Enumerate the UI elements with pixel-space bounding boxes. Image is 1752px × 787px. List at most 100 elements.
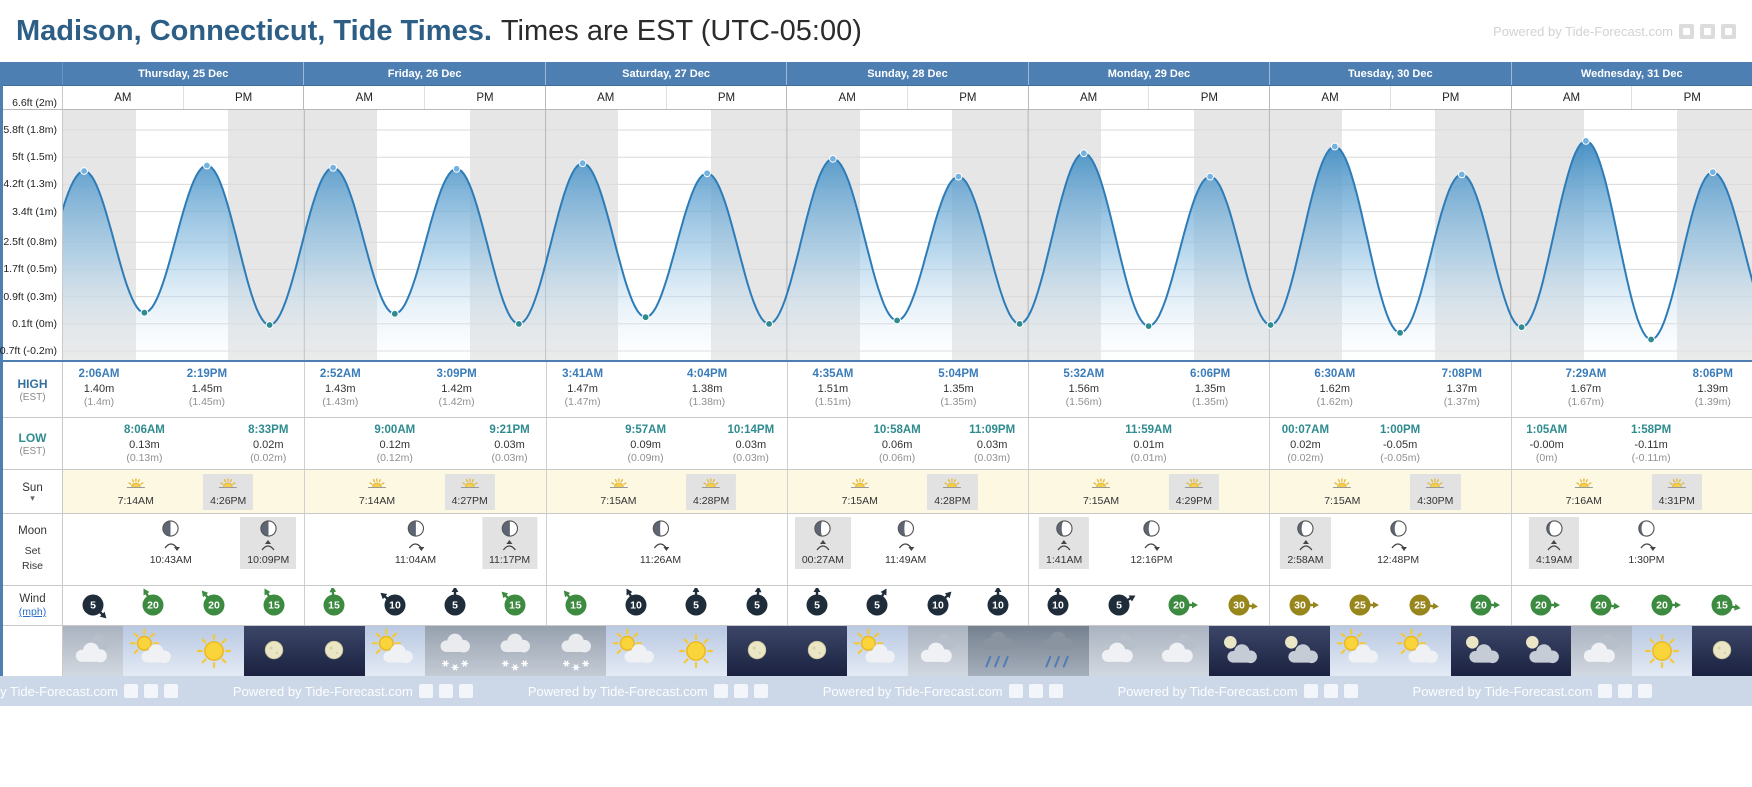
weather-tile-sun-cloud [605, 626, 667, 676]
share-icon[interactable] [733, 684, 748, 698]
high-tide-entry: 5:04PM 1.35m (1.35m) [938, 367, 978, 409]
share-icon[interactable] [1679, 23, 1694, 39]
low-tide-entry: 8:06AM 0.13m (0.13m) [124, 423, 165, 465]
wind-direction-icon: 5 [746, 586, 768, 616]
powered-by-link[interactable]: Powered by Tide-Forecast.com [1493, 23, 1673, 39]
share-icon[interactable] [713, 684, 728, 698]
weather-cells [63, 626, 1752, 676]
wind-direction-icon: 20 [1590, 594, 1621, 616]
share-icon[interactable] [1048, 684, 1063, 698]
high-tide-entry: 6:30AM 1.62m (1.62m) [1314, 367, 1355, 409]
sunrise-time: 7:14AM [117, 495, 154, 507]
moon-phase-icon [1143, 520, 1160, 537]
tide-time: 6:30AM [1314, 368, 1356, 380]
y-axis-tick-label: 5.8ft (1.8m) [3, 124, 57, 136]
wind-direction-icon: 5 [866, 588, 888, 616]
share-icon[interactable] [1700, 23, 1715, 39]
tide-height: 1.51m [817, 382, 849, 395]
moon-rise-label: Rise [21, 560, 43, 572]
weather-tile-cloud [1148, 626, 1210, 676]
wind-badge: 20 [1521, 588, 1561, 627]
share-icon[interactable] [1008, 684, 1023, 698]
moonrise-icon [816, 540, 830, 551]
share-icon[interactable] [143, 684, 158, 698]
share-icon[interactable] [1343, 684, 1358, 698]
y-axis-tick-label: 0.1ft (0m) [12, 317, 57, 330]
share-icon[interactable] [1303, 684, 1318, 698]
tide-chart [63, 110, 1752, 360]
footer-watermark: Powered by Tide-Forecast.com [528, 684, 768, 699]
tide-time: 10:58AM [873, 424, 921, 436]
wind-speed: 5 [90, 600, 96, 612]
sunset-entry: 4:28PM [686, 474, 737, 510]
moon-phase-icon [162, 520, 179, 537]
tide-height: 1.38m [691, 382, 723, 395]
share-icon[interactable] [458, 684, 473, 698]
powered-by-link[interactable]: Powered by Tide-Forecast.com [527, 683, 708, 699]
wind-speed: 30 [1294, 600, 1306, 612]
share-icon[interactable] [438, 684, 453, 698]
weather-tile-sun-cloud [1329, 626, 1391, 676]
ampm-cells: AM PM AM PM AM PM AM PM AM PM AM PM AM PM [63, 86, 1752, 109]
y-axis-tick-label: 2.5ft (0.8m) [3, 236, 57, 249]
share-icon[interactable] [1598, 684, 1613, 698]
tide-height-alt: (1.35m) [1192, 395, 1229, 408]
powered-by-link[interactable]: Powered by Tide-Forecast.com [232, 683, 413, 699]
moon-phase-icon [501, 520, 518, 537]
moonset-entry: 12:16PM [1123, 517, 1179, 569]
wind-speed: 10 [389, 600, 401, 612]
day-separator [1510, 418, 1512, 469]
share-icon[interactable] [1028, 684, 1043, 698]
wind-speed: 20 [148, 600, 160, 612]
powered-by-link[interactable]: Powered by Tide-Forecast.com [1412, 683, 1593, 699]
tide-height: 1.40m [83, 382, 115, 395]
moonrise-entry: 11:17PM [481, 517, 538, 569]
share-icon[interactable] [1638, 684, 1653, 698]
sunset-time: 4:28PM [693, 495, 730, 507]
share-icon[interactable] [1323, 684, 1338, 698]
sun-row-label[interactable]: Sun ▾ [3, 470, 63, 513]
sun-icon [196, 633, 231, 669]
high-row-label: HIGH (EST) [3, 362, 63, 417]
weather-tile-moon-cloud [1269, 626, 1330, 676]
share-icon[interactable] [123, 684, 138, 698]
wind-badge: 5 [857, 588, 897, 627]
moonrise-entry: 00:27AM [794, 517, 851, 569]
moonrise-icon [503, 540, 517, 551]
wind-cells: 5 20 20 15 15 10 5 15 15 10 5 5 5 5 10 10 10 5 20 30 30 25 25 2… [63, 586, 1752, 625]
tide-time: 1:00PM [1379, 424, 1421, 436]
weather-tile-moon-cloud [1450, 626, 1511, 676]
wind-direction-icon: 15 [563, 590, 587, 616]
sunrise-entry: 7:14AM [111, 474, 161, 510]
wind-badge: 5 [435, 586, 475, 627]
sunset-time: 4:28PM [934, 495, 971, 507]
low-row-label: LOW (EST) [3, 418, 63, 469]
tide-height-alt: (1.56m) [1065, 395, 1102, 408]
powered-by-link[interactable]: Powered by Tide-Forecast.com [0, 683, 118, 699]
share-icon[interactable] [1721, 23, 1736, 39]
wind-badge: 30 [1280, 588, 1320, 627]
day-separator [786, 362, 788, 417]
expand-arrow-icon[interactable]: ▾ [30, 492, 35, 503]
y-axis-tick-label: 0.9ft (0.3m) [3, 290, 57, 303]
weather-tile-moon [786, 626, 848, 676]
mph-link[interactable]: (mph) [18, 606, 47, 618]
sunset-entry: 4:27PM [444, 474, 495, 510]
low-tide-entry: 1:05AM -0.00m (0m) [1526, 423, 1567, 465]
powered-by-link[interactable]: Powered by Tide-Forecast.com [822, 683, 1003, 699]
wind-badge: 10 [918, 588, 958, 627]
powered-by-link[interactable]: Powered by Tide-Forecast.com [1117, 683, 1298, 699]
sunset-time: 4:29PM [1175, 495, 1212, 507]
day-separator [1028, 362, 1030, 417]
sunset-entry: 4:30PM [1410, 474, 1461, 510]
share-icon[interactable] [753, 684, 768, 698]
share-icon[interactable] [1618, 684, 1633, 698]
moon-phase-icon [407, 520, 424, 537]
share-icon[interactable] [418, 684, 433, 698]
day-separator [1510, 586, 1512, 625]
wind-direction-icon: 5 [1108, 594, 1136, 616]
tide-time: 9:21PM [489, 424, 530, 436]
share-icon[interactable] [163, 684, 178, 698]
tide-time: 4:35AM [812, 368, 854, 380]
moon-phase-icon [260, 520, 277, 537]
